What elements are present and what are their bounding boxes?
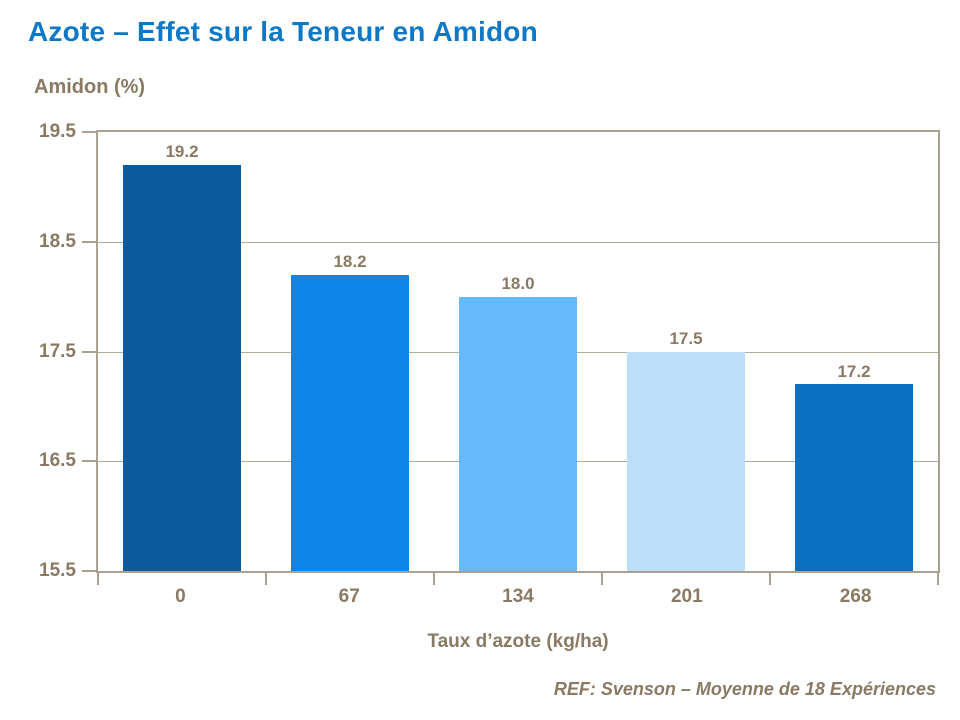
- bar-taux-201: [627, 351, 745, 571]
- x-tick-mark: [769, 573, 771, 585]
- bar-group-0: 19.2: [98, 132, 266, 571]
- x-tick-mark: [97, 573, 99, 585]
- y-tick-label: 19.5: [39, 121, 76, 142]
- x-tick-label: 0: [175, 586, 186, 607]
- y-tick-mark: [82, 460, 96, 463]
- x-tick-label: 201: [670, 586, 703, 607]
- bar-taux-0: [123, 164, 241, 571]
- y-tick-label: 17.5: [39, 340, 76, 362]
- x-axis-title: Taux d’azote (kg/ha): [427, 631, 609, 652]
- x-axis-labels: 0 67 134 201 268: [96, 586, 940, 608]
- x-tick-mark: [433, 573, 435, 585]
- y-axis-title: Amidon (%): [34, 76, 146, 98]
- bar-group-4: 17.2: [770, 132, 938, 571]
- reference-note: REF: Svenson – Moyenne de 18 Expériences: [553, 679, 936, 699]
- y-tick-mark: [82, 570, 96, 572]
- bar-value-label: 17.5: [669, 328, 703, 348]
- y-tick-label: 18.5: [39, 230, 76, 252]
- x-tick-label: 268: [839, 586, 872, 607]
- x-tick-label: 134: [502, 586, 534, 607]
- y-tick-label: 15.5: [39, 560, 76, 581]
- x-tick-label: 67: [338, 586, 360, 607]
- plot-area: 19.5 18.5 17.5 16.5 15.5 19.2 18.2 18.0: [39, 121, 940, 585]
- gridline: [98, 241, 938, 243]
- x-tick-mark: [601, 573, 603, 585]
- bar-series: 19.2 18.2 18.0 17.5 17.2: [98, 132, 938, 571]
- y-tick-mark: [82, 240, 96, 243]
- chart-title: Azote – Effet sur la Teneur en Amidon: [28, 16, 538, 47]
- bar-group-1: 18.2: [266, 132, 434, 571]
- bar-value-label: 18.2: [333, 252, 367, 271]
- y-tick-mark: [82, 131, 96, 133]
- bar-taux-67: [291, 274, 409, 571]
- y-tick-label: 16.5: [39, 450, 76, 472]
- bar-taux-134: [459, 296, 577, 571]
- bar-value-label: 18.0: [501, 273, 535, 293]
- bar-group-3: 17.5: [602, 132, 770, 571]
- bar-group-2: 18.0: [434, 132, 602, 571]
- y-tick-mark: [82, 350, 96, 353]
- x-tick-mark: [937, 573, 939, 585]
- bar-taux-268: [795, 384, 913, 571]
- x-tick-mark: [265, 573, 267, 585]
- bar-value-label: 19.2: [165, 142, 199, 162]
- bar-value-label: 17.2: [837, 361, 871, 381]
